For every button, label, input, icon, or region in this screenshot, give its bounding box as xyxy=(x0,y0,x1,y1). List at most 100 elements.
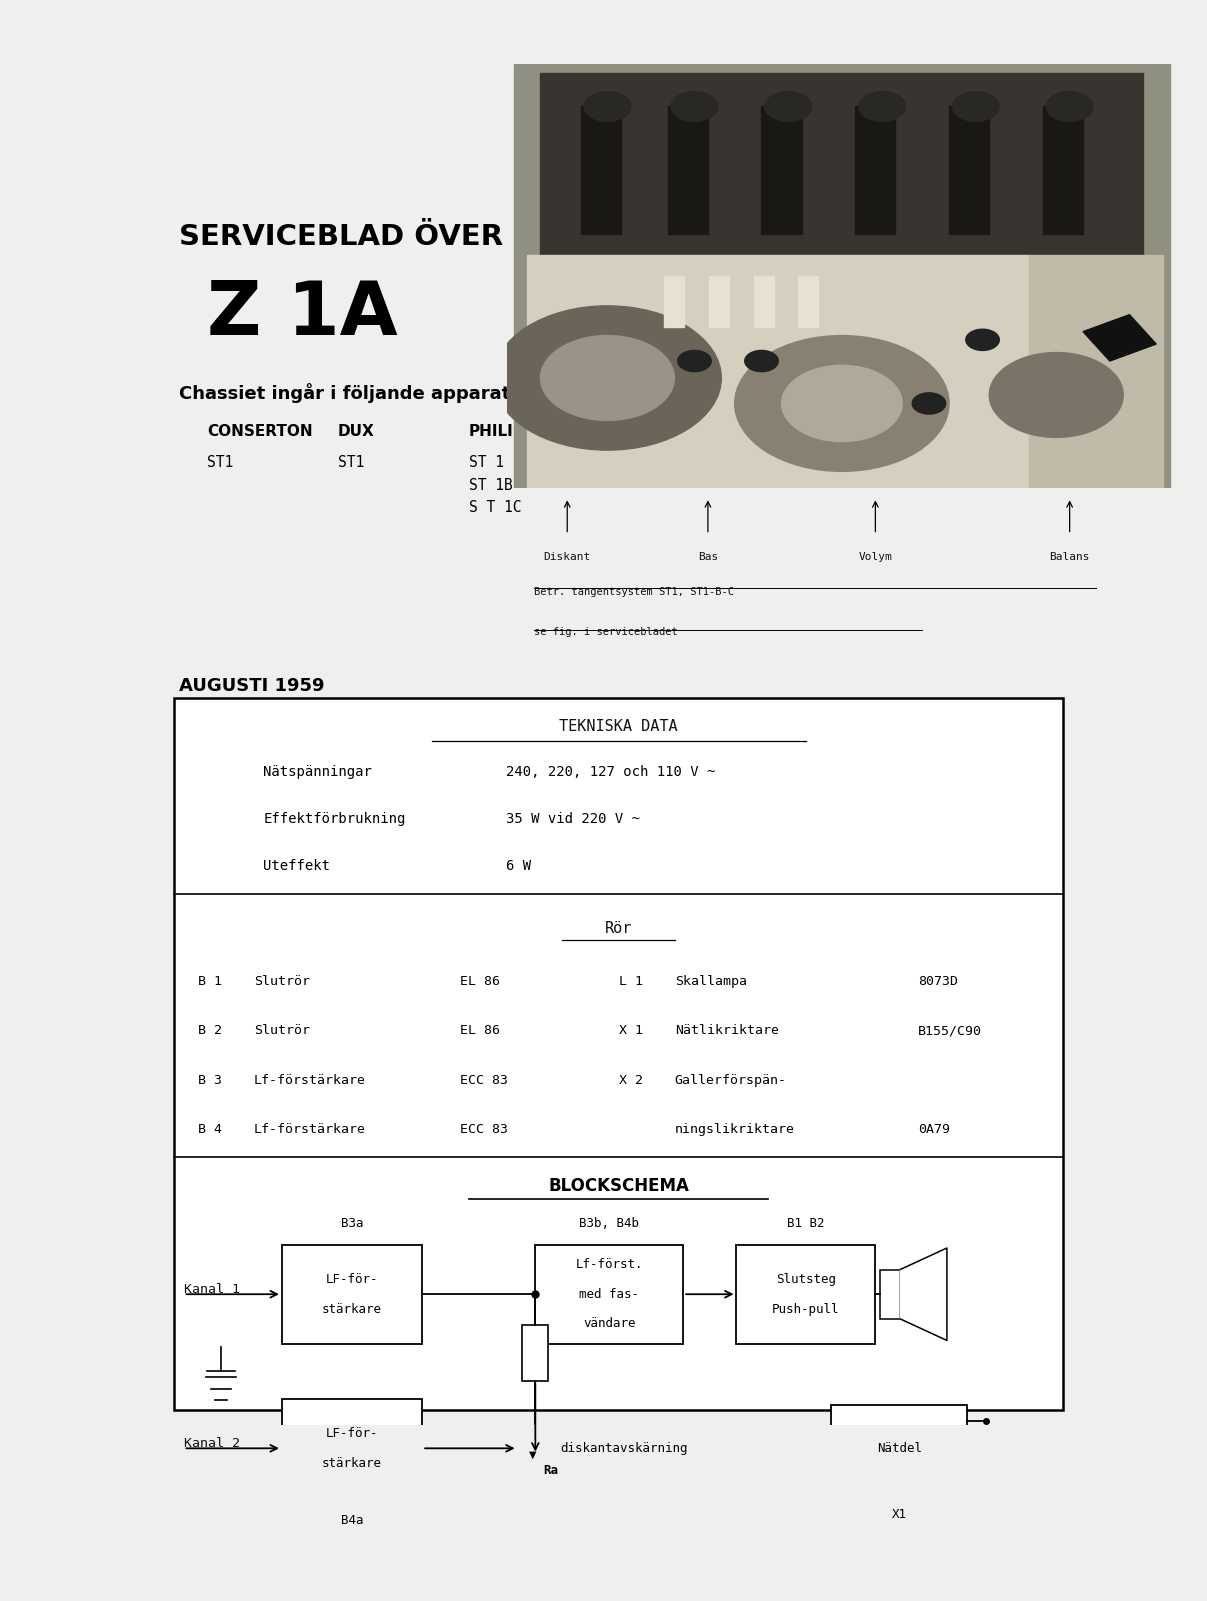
Text: ST1: ST1 xyxy=(338,455,365,469)
Text: X 1: X 1 xyxy=(618,1025,642,1037)
Text: se fig. i servicebladet: se fig. i servicebladet xyxy=(533,628,677,637)
Text: 0A79: 0A79 xyxy=(917,1122,950,1135)
Text: B 2: B 2 xyxy=(198,1025,222,1037)
Text: Lf-förstärkare: Lf-förstärkare xyxy=(253,1122,366,1135)
Bar xyxy=(736,1246,875,1343)
Text: Skallampa: Skallampa xyxy=(675,975,747,988)
Bar xyxy=(949,106,990,234)
Circle shape xyxy=(584,91,631,122)
Text: 6 W: 6 W xyxy=(507,860,531,873)
Text: Chassiet ingår i följande apparater:: Chassiet ingår i följande apparater: xyxy=(179,383,538,403)
Text: L 1: L 1 xyxy=(618,975,642,988)
Bar xyxy=(527,255,1030,488)
Text: ST1: ST1 xyxy=(208,455,233,469)
Text: 8073D: 8073D xyxy=(917,975,958,988)
Bar xyxy=(174,698,1063,1410)
Bar xyxy=(832,1406,967,1492)
Text: LF-för-: LF-för- xyxy=(326,1273,378,1286)
Text: Nätdel: Nätdel xyxy=(876,1443,922,1455)
Text: Slutrör: Slutrör xyxy=(253,975,310,988)
Text: B 4: B 4 xyxy=(198,1122,222,1135)
Text: Slutsteg: Slutsteg xyxy=(776,1273,835,1286)
Text: CONSERTON: CONSERTON xyxy=(208,424,313,439)
Text: Betr. tangentsystem ST1, ST1-B-C: Betr. tangentsystem ST1, ST1-B-C xyxy=(533,586,734,597)
Circle shape xyxy=(782,365,902,442)
Text: Volym: Volym xyxy=(858,552,892,562)
Circle shape xyxy=(494,306,722,450)
Bar xyxy=(667,106,707,234)
Circle shape xyxy=(735,336,949,471)
Text: B155/C90: B155/C90 xyxy=(917,1025,982,1037)
Text: 240, 220, 127 och 110 V ~: 240, 220, 127 och 110 V ~ xyxy=(507,765,716,780)
Circle shape xyxy=(952,91,999,122)
Circle shape xyxy=(765,91,812,122)
Text: B3b, B4b: B3b, B4b xyxy=(579,1217,640,1230)
Text: Gallerförspän-: Gallerförspän- xyxy=(675,1074,787,1087)
Circle shape xyxy=(858,91,905,122)
Bar xyxy=(1043,106,1083,234)
Text: Nätspänningar: Nätspänningar xyxy=(263,765,372,780)
Text: B4a: B4a xyxy=(340,1513,363,1527)
Text: LF-för-: LF-för- xyxy=(326,1426,378,1439)
Text: Kanal 2: Kanal 2 xyxy=(183,1436,240,1451)
Text: Kanal 1: Kanal 1 xyxy=(183,1282,240,1295)
Text: X 2: X 2 xyxy=(618,1074,642,1087)
Circle shape xyxy=(966,330,999,351)
Text: Effektförbrukning: Effektförbrukning xyxy=(263,812,406,826)
Circle shape xyxy=(1046,91,1094,122)
Bar xyxy=(664,275,684,327)
Bar xyxy=(536,1246,683,1343)
Text: ▼: ▼ xyxy=(529,1449,536,1460)
Circle shape xyxy=(990,352,1124,437)
Circle shape xyxy=(745,351,779,371)
Bar xyxy=(798,275,818,327)
Bar xyxy=(523,1326,548,1380)
Polygon shape xyxy=(900,1249,947,1340)
Text: diskantavskärning: diskantavskärning xyxy=(560,1443,688,1455)
Text: SERVICEBLAD ÖVER CHASSI: SERVICEBLAD ÖVER CHASSI xyxy=(179,223,632,251)
Bar xyxy=(880,1270,900,1319)
Text: Balans: Balans xyxy=(1049,552,1090,562)
Text: Rör: Rör xyxy=(605,921,632,935)
Text: BLOCKSCHEMA: BLOCKSCHEMA xyxy=(548,1177,689,1194)
Text: Ra: Ra xyxy=(543,1465,558,1478)
Text: 35 W vid 220 V ~: 35 W vid 220 V ~ xyxy=(507,812,641,826)
Text: med fas-: med fas- xyxy=(579,1287,640,1300)
Bar xyxy=(753,275,774,327)
Text: Uteffekt: Uteffekt xyxy=(263,860,331,873)
Text: B 3: B 3 xyxy=(198,1074,222,1087)
Text: Slutrör: Slutrör xyxy=(253,1025,310,1037)
Text: stärkare: stärkare xyxy=(322,1457,381,1470)
Text: Diskant: Diskant xyxy=(543,552,591,562)
Text: B1 B2: B1 B2 xyxy=(787,1217,824,1230)
Text: S T 1C: S T 1C xyxy=(468,500,521,516)
Text: vändare: vändare xyxy=(583,1318,635,1330)
Text: Push-pull: Push-pull xyxy=(772,1303,839,1316)
Bar xyxy=(518,1428,553,1468)
Text: AUGUSTI 1959: AUGUSTI 1959 xyxy=(179,677,325,695)
Text: EL 86: EL 86 xyxy=(460,975,500,988)
Bar xyxy=(541,72,1143,267)
Text: Nätlikriktare: Nätlikriktare xyxy=(675,1025,779,1037)
Text: stärkare: stärkare xyxy=(322,1303,381,1316)
Text: ECC 83: ECC 83 xyxy=(460,1122,508,1135)
Bar xyxy=(762,106,801,234)
Circle shape xyxy=(671,91,718,122)
Text: Lf-först.: Lf-först. xyxy=(576,1258,643,1271)
Text: ECC 83: ECC 83 xyxy=(460,1074,508,1087)
Bar xyxy=(1030,255,1164,488)
Text: TEKNISKA DATA: TEKNISKA DATA xyxy=(559,719,678,733)
Text: ST 1B: ST 1B xyxy=(468,479,513,493)
Text: ningslikriktare: ningslikriktare xyxy=(675,1122,794,1135)
Text: EL 86: EL 86 xyxy=(460,1025,500,1037)
Text: Z 1A: Z 1A xyxy=(208,279,397,351)
Text: B3a: B3a xyxy=(340,1217,363,1230)
Text: B 1: B 1 xyxy=(198,975,222,988)
Bar xyxy=(581,106,620,234)
Bar xyxy=(282,1246,422,1343)
Text: DUX: DUX xyxy=(338,424,374,439)
Bar xyxy=(709,275,729,327)
Text: Lf-förstärkare: Lf-förstärkare xyxy=(253,1074,366,1087)
Bar xyxy=(1083,315,1156,360)
Circle shape xyxy=(678,351,711,371)
